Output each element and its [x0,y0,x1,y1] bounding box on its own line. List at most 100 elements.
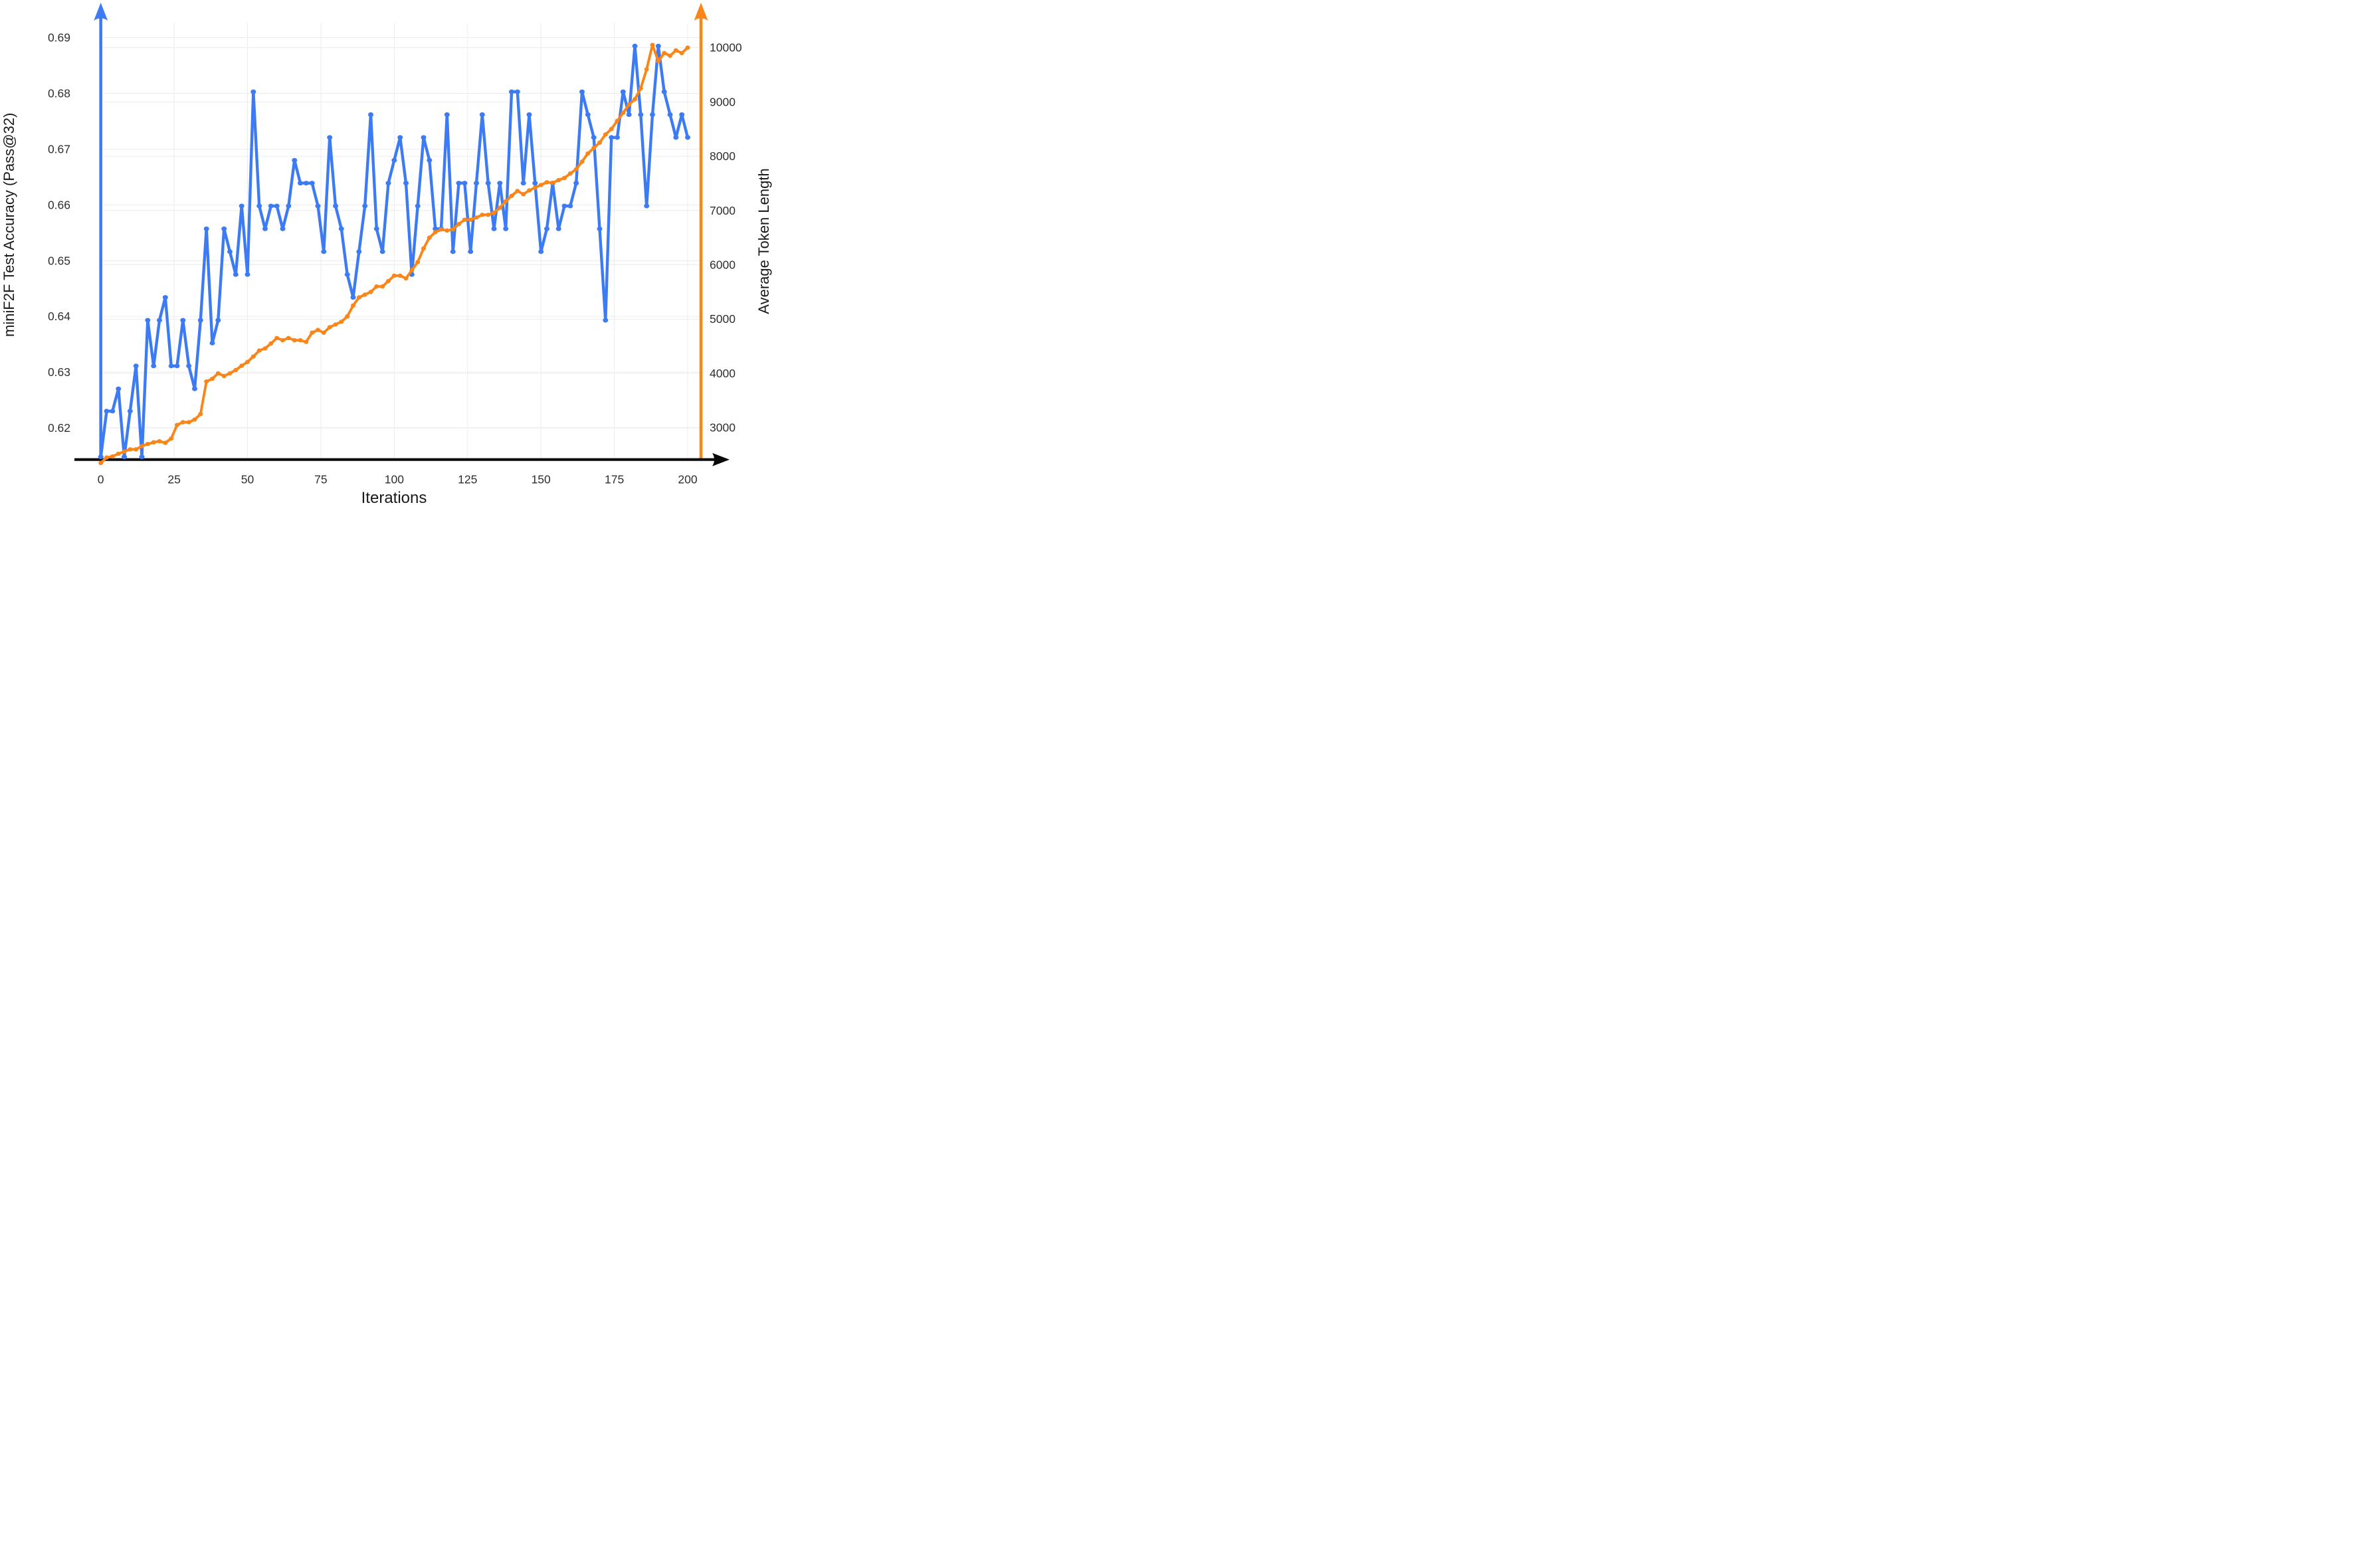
token-length-data-point [567,171,573,176]
accuracy-data-point [520,181,526,186]
right-axis-tick-label: 10000 [710,41,742,54]
token-length-data-point [327,325,332,330]
token-length-data-point [474,215,479,220]
token-length-data-point [621,110,626,115]
accuracy-data-point [362,203,368,209]
accuracy-data-point [661,89,667,94]
token-length-data-point [157,439,162,444]
x-axis-title: Iterations [361,489,427,507]
token-length-data-point [298,338,303,343]
right-axis-tick-label: 4000 [710,367,736,380]
left-axis-tick-label: 0.64 [48,310,70,323]
x-axis-tick-label: 175 [605,473,624,486]
accuracy-data-point [655,43,661,49]
token-length-data-point [515,189,520,193]
accuracy-data-point [239,203,245,209]
token-length-data-point [532,185,538,190]
token-length-data-point [145,442,150,446]
token-length-data-point [104,455,109,460]
token-length-data-point [462,217,467,222]
token-length-data-point [409,268,415,272]
accuracy-data-point [474,181,479,186]
accuracy-data-point [427,157,433,163]
accuracy-data-point [350,295,356,300]
accuracy-data-point [626,112,632,117]
token-length-data-point [274,336,280,340]
token-length-data-point [180,420,185,425]
accuracy-data-point [673,135,679,140]
accuracy-data-point [650,112,655,117]
token-length-data-point [668,53,672,58]
token-length-data-point [603,132,608,137]
accuracy-data-point [209,340,215,345]
right-axis-tick-label: 7000 [710,204,736,217]
token-length-data-point [227,371,233,376]
right-axis-tick-label: 5000 [710,312,736,326]
accuracy-data-point [379,249,385,254]
token-length-data-point [134,447,139,452]
accuracy-data-point [603,318,609,323]
token-length-data-point [192,417,197,422]
x-axis-arrow-icon [712,452,730,466]
accuracy-data-point [327,135,333,140]
token-length-data-point [427,235,432,240]
token-length-data-point [286,336,291,340]
accuracy-data-point [133,363,139,369]
token-length-data-point [151,440,156,444]
token-length-data-point [597,140,602,145]
accuracy-data-point [233,272,239,277]
accuracy-data-point [679,112,685,117]
token-length-data-point [556,177,561,183]
left-axis-tick-label: 0.69 [48,31,70,45]
token-length-data-point [292,338,297,343]
token-length-data-point [316,328,320,332]
token-length-data-point [374,284,379,289]
token-length-data-point [280,338,285,343]
accuracy-data-point [145,318,151,323]
token-length-data-point [550,180,555,185]
accuracy-data-point [221,226,227,231]
left-axis-tick-label: 0.62 [48,421,70,435]
accuracy-data-point [104,409,110,414]
right-axis-tick-label: 8000 [710,149,736,163]
accuracy-data-point [139,454,145,460]
accuracy-data-point [491,226,497,231]
accuracy-data-point [268,203,274,209]
accuracy-data-point [116,386,122,391]
token-length-data-point [456,222,461,227]
token-length-data-point [673,48,678,53]
accuracy-data-point [245,272,250,277]
token-length-data-point [503,199,508,204]
accuracy-data-point [192,386,197,391]
token-length-data-point [650,43,655,47]
chart-canvas: 0.62 0.63 0.64 0.65 0.66 0.67 0.68 0.69 3000 4000… [48,3,742,486]
accuracy-data-point [286,203,292,209]
left-axis-tick-label: 0.65 [48,254,70,267]
accuracy-data-point [514,89,520,94]
left-y-axis-arrow-icon [94,3,108,21]
right-y-axis-arrow-icon [694,3,708,21]
token-length-data-point [480,213,485,217]
accuracy-data-point [321,249,327,254]
token-length-data-point [304,340,309,344]
accuracy-data-point [456,181,462,186]
accuracy-data-point [186,363,192,369]
token-length-data-point [609,127,614,132]
left-axis-tick-label: 0.67 [48,142,70,155]
accuracy-data-point [256,203,262,209]
token-length-data-point [562,175,567,180]
token-length-data-point [615,118,620,124]
accuracy-data-point [433,226,439,231]
token-length-data-point [439,227,444,232]
token-length-data-point [362,292,367,297]
accuracy-data-point [415,203,421,209]
token-length-data-point [433,230,438,235]
accuracy-data-point [227,249,233,254]
token-length-data-point [233,367,239,373]
token-length-data-point [679,50,684,56]
accuracy-data-point [532,181,538,186]
token-length-data-point [627,102,632,107]
token-length-data-point [250,354,256,359]
token-length-data-point [585,151,591,156]
accuracy-data-point [555,226,561,231]
